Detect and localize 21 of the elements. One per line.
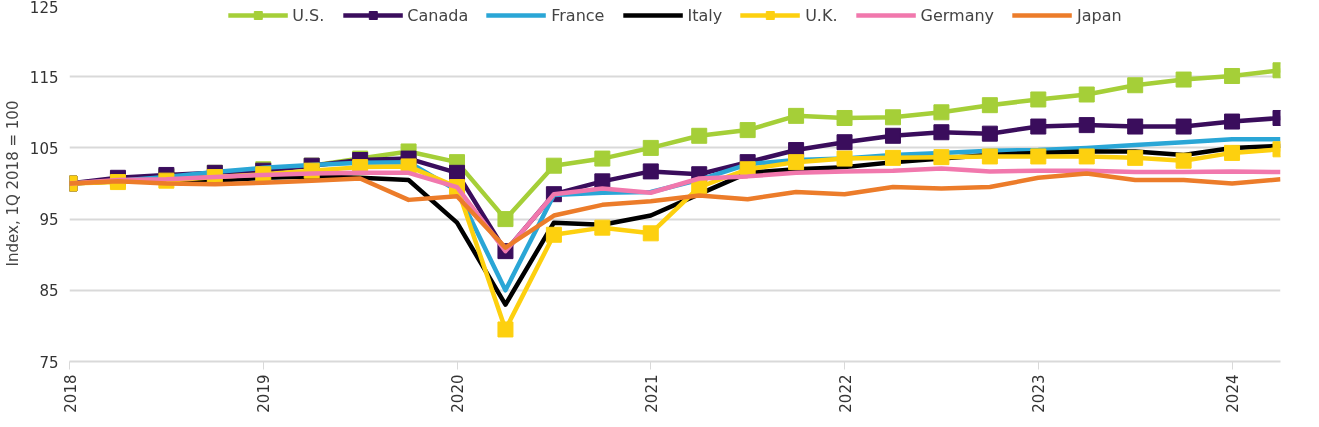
legend-label: Japan bbox=[1077, 5, 1122, 25]
legend-label: U.K. bbox=[805, 5, 838, 25]
legend-label: Italy bbox=[687, 5, 723, 25]
y-tick-label: 115 bbox=[29, 68, 59, 87]
x-tick-label: 2019 bbox=[255, 374, 274, 413]
x-tick-label: 2022 bbox=[836, 374, 855, 413]
y-tick-label: 85 bbox=[39, 282, 59, 301]
x-tick-label: 2021 bbox=[642, 374, 661, 413]
x-tick-label: 2018 bbox=[61, 374, 80, 413]
legend-label: France bbox=[551, 5, 605, 25]
y-axis-title: Index, 1Q 2018 = 100 bbox=[3, 100, 22, 267]
y-tick-label: 95 bbox=[39, 211, 59, 230]
legend-label: Canada bbox=[407, 5, 469, 25]
legend-label: U.S. bbox=[292, 5, 325, 25]
x-tick-label: 2020 bbox=[449, 374, 468, 413]
y-tick-label: 105 bbox=[29, 139, 59, 158]
x-tick-label: 2024 bbox=[1224, 374, 1243, 413]
y-tick-label: 125 bbox=[29, 0, 59, 17]
y-tick-label: 75 bbox=[39, 353, 59, 372]
legend-label: Germany bbox=[920, 5, 995, 25]
x-tick-label: 2023 bbox=[1030, 374, 1049, 413]
